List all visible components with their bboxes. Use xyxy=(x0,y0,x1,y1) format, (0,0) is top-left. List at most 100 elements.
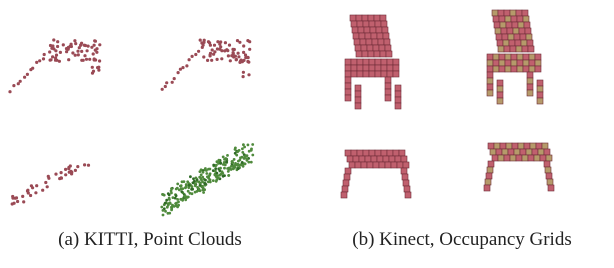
voxel xyxy=(487,66,493,72)
voxel xyxy=(523,54,529,60)
point xyxy=(238,41,241,44)
voxel xyxy=(401,156,407,162)
point xyxy=(31,67,34,70)
voxel xyxy=(507,28,513,34)
point xyxy=(204,179,207,182)
voxel xyxy=(492,10,498,16)
point xyxy=(92,52,95,55)
point xyxy=(54,59,57,62)
point xyxy=(166,206,169,209)
point xyxy=(160,206,163,209)
voxel xyxy=(504,10,510,16)
voxel xyxy=(514,149,520,155)
point xyxy=(162,209,165,212)
point xyxy=(77,53,80,56)
point xyxy=(71,51,74,54)
voxel xyxy=(387,65,393,71)
voxel xyxy=(355,162,361,168)
point xyxy=(92,70,95,73)
voxel xyxy=(371,33,377,39)
voxel xyxy=(395,91,401,97)
voxel xyxy=(494,22,500,28)
voxel xyxy=(510,46,516,52)
voxel xyxy=(537,98,543,104)
point xyxy=(21,195,24,198)
point xyxy=(192,181,195,184)
voxel xyxy=(356,51,362,57)
voxel xyxy=(366,39,372,45)
point xyxy=(97,69,100,72)
voxel xyxy=(359,156,365,162)
point xyxy=(217,177,220,180)
point xyxy=(231,161,234,164)
point xyxy=(202,171,205,174)
voxel xyxy=(498,10,504,16)
point xyxy=(203,188,206,191)
voxel xyxy=(352,27,358,33)
voxel xyxy=(393,150,399,156)
voxel xyxy=(496,149,502,155)
voxel xyxy=(344,174,350,180)
point xyxy=(167,192,170,195)
voxel xyxy=(342,186,348,192)
voxel xyxy=(537,86,543,92)
point xyxy=(242,59,245,62)
figure-panels xyxy=(8,10,554,216)
voxel xyxy=(494,143,500,149)
voxel xyxy=(345,89,351,95)
voxel xyxy=(375,59,381,65)
voxel xyxy=(487,84,493,90)
voxel xyxy=(381,59,387,65)
voxel xyxy=(345,95,351,101)
point xyxy=(205,172,208,175)
voxel xyxy=(361,162,367,168)
voxel xyxy=(510,10,516,16)
voxel xyxy=(493,66,499,72)
voxel xyxy=(393,71,399,77)
point xyxy=(162,214,165,217)
voxel xyxy=(535,66,541,72)
point xyxy=(170,192,173,195)
voxel xyxy=(522,46,528,52)
point xyxy=(54,49,57,52)
point xyxy=(212,53,215,56)
point xyxy=(88,58,91,61)
point xyxy=(59,51,62,54)
point xyxy=(237,160,240,163)
voxel xyxy=(345,65,351,71)
voxel xyxy=(368,51,374,57)
point xyxy=(241,151,244,154)
voxel xyxy=(362,15,368,21)
voxel xyxy=(381,71,387,77)
point xyxy=(238,61,241,64)
voxel xyxy=(526,34,532,40)
point xyxy=(176,183,179,186)
voxel xyxy=(505,66,511,72)
point xyxy=(15,196,18,199)
point xyxy=(181,66,184,69)
voxel xyxy=(503,40,509,46)
voxel xyxy=(516,155,522,161)
voxel xyxy=(516,10,522,16)
voxel xyxy=(351,59,357,65)
point xyxy=(167,212,170,215)
voxel xyxy=(524,22,530,28)
voxel xyxy=(375,71,381,77)
voxel xyxy=(377,33,383,39)
point xyxy=(22,200,25,203)
point xyxy=(177,201,180,204)
voxel xyxy=(528,155,534,161)
voxel xyxy=(345,77,351,83)
voxel xyxy=(387,150,393,156)
voxel xyxy=(385,77,391,83)
point xyxy=(200,173,203,176)
point xyxy=(247,161,250,164)
point xyxy=(200,168,203,171)
point xyxy=(29,194,32,197)
voxel xyxy=(363,21,369,27)
voxel xyxy=(377,156,383,162)
point xyxy=(234,162,237,165)
point xyxy=(243,157,246,160)
point xyxy=(223,174,226,177)
point xyxy=(60,176,63,179)
